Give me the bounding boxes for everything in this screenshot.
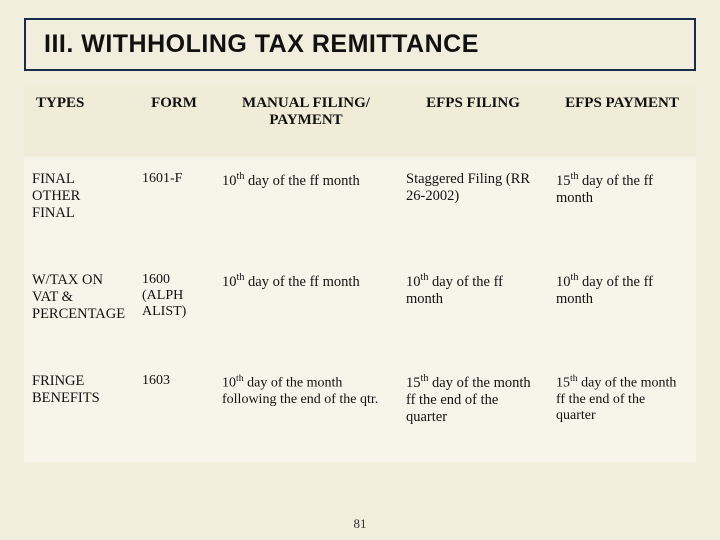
page-title: III. WITHHOLING TAX REMITTANCE [44,30,676,59]
cell-types: FRINGE BENEFITS [24,359,134,462]
col-header-efps-filing: EFPS FILING [398,85,548,157]
col-header-manual: MANUAL FILING/ PAYMENT [214,85,398,157]
table-header-row: TYPES FORM MANUAL FILING/ PAYMENT EFPS F… [24,85,696,157]
col-header-efps-payment: EFPS PAYMENT [548,85,696,157]
cell-form: 1603 [134,359,214,462]
table-row: FINAL OTHER FINAL 1601-F 10th day of the… [24,157,696,258]
cell-manual: 10th day of the ff month [214,258,398,359]
table-row: FRINGE BENEFITS 1603 10th day of the mon… [24,359,696,462]
col-header-types: TYPES [24,85,134,157]
table-row: W/TAX ON VAT & PERCENTAGE 1600 (ALPH ALI… [24,258,696,359]
cell-efps-payment: 15th day of the ff month [548,157,696,258]
cell-efps-payment: 15th day of the month ff the end of the … [548,359,696,462]
cell-types: FINAL OTHER FINAL [24,157,134,258]
cell-efps-filing: Staggered Filing (RR 26-2002) [398,157,548,258]
cell-efps-filing: 15th day of the month ff the end of the … [398,359,548,462]
page-number: 81 [354,516,367,532]
cell-efps-filing: 10th day of the ff month [398,258,548,359]
cell-efps-payment: 10th day of the ff month [548,258,696,359]
cell-form: 1600 (ALPH ALIST) [134,258,214,359]
cell-manual: 10th day of the month following the end … [214,359,398,462]
cell-manual: 10th day of the ff month [214,157,398,258]
withholding-tax-table: TYPES FORM MANUAL FILING/ PAYMENT EFPS F… [24,85,696,462]
col-header-form: FORM [134,85,214,157]
title-container: III. WITHHOLING TAX REMITTANCE [24,18,696,71]
cell-types: W/TAX ON VAT & PERCENTAGE [24,258,134,359]
cell-form: 1601-F [134,157,214,258]
